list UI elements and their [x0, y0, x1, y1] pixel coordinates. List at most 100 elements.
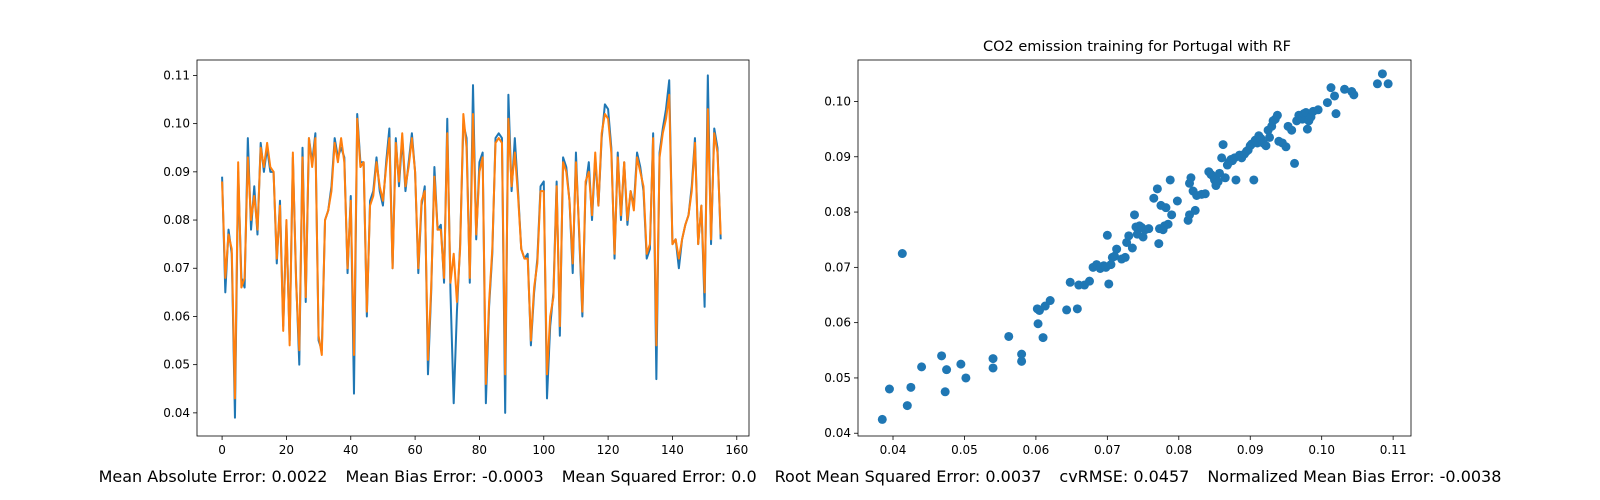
- scatter-point: [1130, 210, 1139, 220]
- scatter-point: [1265, 132, 1275, 142]
- scatter-point: [1213, 177, 1223, 187]
- x-tick-label: 0.08: [1165, 443, 1192, 457]
- error-metrics-bar: Mean Absolute Error: 0.0022 Mean Bias Err…: [0, 467, 1600, 486]
- scatter-point: [1331, 109, 1341, 119]
- scatter-point: [988, 363, 998, 373]
- scatter-point: [1161, 203, 1171, 213]
- scatter-point: [1004, 331, 1014, 341]
- y-tick-label: 0.09: [163, 165, 190, 179]
- line-chart-actual-vs-predicted: 0 20 40 60 80 100 120 140 160 0.04 0.05 0.06 0.07 0.0…: [163, 59, 750, 457]
- scatter-point: [1163, 219, 1173, 229]
- metric-mean-squared-error: Mean Squared Error: 0.0: [561, 467, 757, 486]
- scatter-point: [1124, 231, 1134, 241]
- scatter-point: [877, 414, 887, 424]
- scatter-point: [1349, 90, 1359, 100]
- scatter-point: [917, 362, 927, 372]
- scatter-point: [1084, 276, 1094, 286]
- scatter-point: [1313, 105, 1323, 115]
- figure-canvas: 0 20 40 60 80 100 120 140 160 0.04 0.05 0.06 0.07 0.0…: [163, 39, 1412, 457]
- y-tick-label: 0.04: [824, 426, 851, 440]
- scatter-point: [1167, 210, 1177, 220]
- scatter-point: [1109, 251, 1119, 261]
- scatter-point: [1322, 98, 1332, 108]
- metric-mean-bias-error: Mean Bias Error: -0.0003: [345, 467, 544, 486]
- scatter-point: [1377, 69, 1387, 79]
- x-tick-label: 40: [343, 443, 358, 457]
- scatter-point: [1218, 140, 1228, 150]
- scatter-point: [1261, 141, 1271, 151]
- scatter-point: [1017, 356, 1027, 366]
- y-tick-label: 0.05: [163, 358, 190, 372]
- scatter-point: [937, 351, 947, 361]
- x-tick-label: 0.07: [1094, 443, 1121, 457]
- scatter-point: [1072, 304, 1082, 314]
- scatter-point: [1217, 153, 1227, 163]
- x-tick-label: 0.04: [880, 443, 907, 457]
- scatter-point: [1138, 232, 1148, 242]
- metric-normalized-mean-bias-error: Normalized Mean Bias Error: -0.0038: [1207, 467, 1502, 486]
- scatter-point: [1190, 205, 1200, 215]
- y-tick-label: 0.06: [824, 316, 851, 330]
- scatter-point: [1281, 142, 1291, 152]
- scatter-point: [1165, 175, 1175, 185]
- scatter-point: [1154, 239, 1164, 249]
- x-tick-label: 0: [218, 443, 226, 457]
- x-tick-label: 0.11: [1380, 443, 1407, 457]
- scatter-point: [1302, 124, 1312, 134]
- scatter-point: [1104, 279, 1114, 289]
- scatter-point: [1112, 244, 1122, 254]
- y-tick-label: 0.10: [163, 117, 190, 131]
- scatter-point: [1017, 349, 1027, 359]
- y-tick-label: 0.06: [163, 309, 190, 323]
- scatter-point: [1249, 175, 1259, 185]
- scatter-point: [1340, 84, 1350, 94]
- y-tick-label: 0.10: [824, 94, 851, 108]
- y-tick-label: 0.09: [824, 150, 851, 164]
- scatter-point: [1290, 158, 1300, 168]
- chart-title: CO2 emission training for Portugal with …: [983, 39, 1291, 55]
- scatter-point: [1220, 173, 1230, 183]
- series-line: [221, 93, 722, 400]
- y-tick-label: 0.08: [163, 213, 190, 227]
- scatter-point: [1326, 83, 1336, 93]
- y-tick-label: 0.08: [824, 205, 851, 219]
- scatter-point: [884, 384, 894, 394]
- y-tick-label: 0.07: [824, 260, 851, 274]
- scatter-point: [1102, 230, 1112, 240]
- scatter-point: [940, 387, 950, 397]
- scatter-point: [1033, 319, 1043, 329]
- plot-frame: [857, 59, 1412, 437]
- metric-mean-absolute-error: Mean Absolute Error: 0.0022: [98, 467, 328, 486]
- x-tick-label: 120: [597, 443, 620, 457]
- metric-root-mean-squared-error: Root Mean Squared Error: 0.0037: [774, 467, 1042, 486]
- scatter-point: [1149, 193, 1159, 203]
- x-tick-label: 60: [407, 443, 422, 457]
- x-tick-label: 0.06: [1023, 443, 1050, 457]
- scatter-point: [1152, 184, 1162, 194]
- scatter-point: [1330, 91, 1340, 101]
- scatter-point: [1120, 252, 1130, 262]
- scatter-point: [902, 401, 912, 411]
- x-tick-label: 0.05: [951, 443, 978, 457]
- scatter-point: [1383, 79, 1393, 89]
- scatter-point: [1272, 110, 1282, 120]
- scatter-point: [988, 354, 998, 364]
- scatter-point: [1172, 196, 1182, 206]
- scatter-point: [1045, 296, 1055, 306]
- y-tick-label: 0.05: [824, 371, 851, 385]
- scatter-point: [1200, 189, 1210, 199]
- metric-cvrmse: cvRMSE: 0.0457: [1059, 467, 1190, 486]
- scatter-point: [942, 365, 952, 375]
- scatter-point: [1287, 125, 1297, 135]
- scatter-point: [897, 249, 907, 259]
- x-tick-label: 80: [472, 443, 487, 457]
- x-tick-label: 140: [661, 443, 684, 457]
- scatter-point: [1062, 305, 1072, 315]
- scatter-point: [1038, 333, 1048, 343]
- x-tick-label: 0.09: [1237, 443, 1264, 457]
- scatter-point: [1127, 243, 1137, 253]
- scatter-point: [956, 359, 966, 369]
- x-tick-label: 160: [725, 443, 748, 457]
- scatter-point: [961, 373, 971, 383]
- scatter-chart-actual-vs-predicted: CO2 emission training for Portugal with …: [824, 39, 1412, 457]
